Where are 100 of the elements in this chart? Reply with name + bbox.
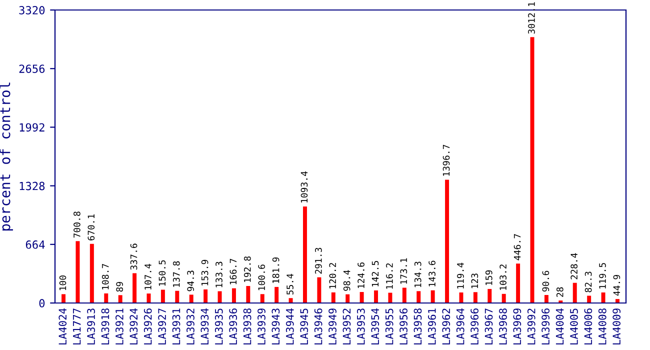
bar xyxy=(360,292,364,303)
x-tick-label: LA4004 xyxy=(556,308,564,344)
bar xyxy=(303,206,307,303)
x-tick-label: LA3992 xyxy=(527,308,536,344)
bar xyxy=(502,294,506,303)
bar xyxy=(445,180,450,303)
data-label: 166.7 xyxy=(230,258,237,284)
bar xyxy=(204,289,208,303)
y-tick-label: 1992 xyxy=(20,123,44,132)
x-tick-label: LA3935 xyxy=(214,308,223,344)
bar xyxy=(175,290,180,303)
x-tick-label: LA3952 xyxy=(342,308,351,344)
x-tick-label: LA4024 xyxy=(58,308,67,344)
bar xyxy=(459,292,464,303)
data-label: 143.6 xyxy=(428,260,436,286)
data-label: 124.6 xyxy=(358,262,364,288)
data-label: 107.4 xyxy=(144,264,152,290)
data-label: 134.3 xyxy=(414,262,422,288)
x-tick-label: LA3954 xyxy=(371,308,380,344)
bar xyxy=(90,244,94,303)
data-label: 337.6 xyxy=(130,244,138,270)
bar xyxy=(317,277,322,303)
data-label: 100 xyxy=(59,276,66,290)
x-tick-label: LA3967 xyxy=(484,308,493,344)
x-tick-label: LA3969 xyxy=(513,308,522,344)
data-label: 446.7 xyxy=(514,234,521,260)
x-tick-label: LA3945 xyxy=(300,308,308,344)
y-tick-label: 3320 xyxy=(19,6,45,14)
bar xyxy=(331,292,336,303)
bar xyxy=(160,290,165,303)
data-label: 181.9 xyxy=(272,257,280,283)
bar xyxy=(104,293,108,303)
bar xyxy=(488,288,492,303)
bar xyxy=(388,292,392,303)
x-tick-label: LA3921 xyxy=(116,308,124,344)
x-tick-label: LA3926 xyxy=(144,308,152,344)
data-label: 123 xyxy=(471,274,478,288)
bar xyxy=(430,290,435,303)
bar xyxy=(189,294,194,303)
y-tick-label: 664 xyxy=(26,240,45,249)
x-tick-label: LA3943 xyxy=(272,308,280,344)
x-tick-label: LA3949 xyxy=(328,308,336,344)
data-label: 116.2 xyxy=(386,263,393,289)
x-tick-label: LA3962 xyxy=(442,308,450,344)
x-tick-label: LA3936 xyxy=(229,308,238,344)
x-tick-label: LA3966 xyxy=(470,308,478,344)
data-label: 89 xyxy=(116,282,123,292)
data-label: 1396.7 xyxy=(442,144,450,176)
x-tick-label: LA3932 xyxy=(186,308,194,344)
data-label: 133.3 xyxy=(216,262,222,288)
data-label: 108.7 xyxy=(102,264,109,290)
x-tick-label: LA4005 xyxy=(570,308,578,344)
x-tick-label: LA3931 xyxy=(172,308,180,344)
data-label: 3012.1 xyxy=(528,2,535,34)
x-tick-label: LA3964 xyxy=(456,308,464,344)
bar xyxy=(288,298,293,303)
data-label: 173.1 xyxy=(400,258,408,284)
x-tick-label: LA3918 xyxy=(101,308,110,344)
bar xyxy=(118,295,122,303)
bar xyxy=(132,273,137,303)
data-label: 55.4 xyxy=(286,274,294,295)
data-label: 153.9 xyxy=(201,260,208,286)
bar xyxy=(76,241,80,303)
x-tick-label: LA3927 xyxy=(158,308,166,344)
x-tick-label: LA3968 xyxy=(499,308,507,344)
x-tick-label: LA3946 xyxy=(314,308,322,344)
data-label: 119.5 xyxy=(599,263,606,288)
y-tick-label: 1328 xyxy=(20,182,45,190)
x-tick-label: LA3944 xyxy=(286,308,294,344)
bar xyxy=(232,288,236,303)
x-tick-label: LA3961 xyxy=(428,308,436,344)
x-tick-label: LA4006 xyxy=(584,308,592,344)
x-tick-label: LA3955 xyxy=(385,308,394,344)
data-label: 82.3 xyxy=(584,272,592,292)
data-label: 98.4 xyxy=(343,270,350,291)
x-tick-label: LA3956 xyxy=(400,308,408,344)
x-tick-label: LA3939 xyxy=(258,308,266,344)
data-label: 137.8 xyxy=(172,261,180,287)
bar xyxy=(218,291,222,303)
data-label: 159 xyxy=(485,270,492,285)
x-tick-label: LA3934 xyxy=(200,308,209,344)
bar xyxy=(246,286,250,303)
data-label: 28 xyxy=(556,287,564,297)
data-label: 44.9 xyxy=(613,274,620,296)
x-tick-label: LA3958 xyxy=(414,308,422,344)
bar xyxy=(374,290,378,303)
data-label: 120.2 xyxy=(329,263,336,288)
data-label: 1093.4 xyxy=(300,171,308,202)
bar xyxy=(346,294,350,303)
x-tick-label: LA3996 xyxy=(542,308,550,344)
x-tick-label: LA4009 xyxy=(612,308,621,344)
bar xyxy=(516,264,520,303)
bar xyxy=(62,294,66,303)
bar xyxy=(544,295,548,303)
x-tick-label: LA1777 xyxy=(73,308,81,344)
data-label: 103.2 xyxy=(500,264,506,290)
x-tick-label: LA4008 xyxy=(598,308,606,344)
data-label: 94.3 xyxy=(187,270,194,292)
data-label: 670.1 xyxy=(88,214,95,240)
y-tick-label: 0 xyxy=(39,299,45,308)
